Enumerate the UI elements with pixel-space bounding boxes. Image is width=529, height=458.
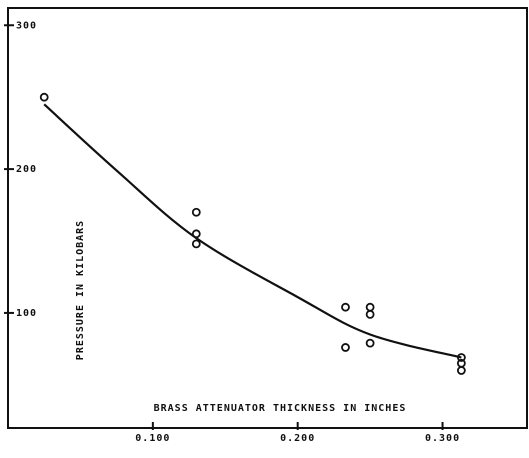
- data-point: [39, 92, 49, 102]
- y-tick-label: 300: [16, 20, 37, 31]
- fit-curve: [43, 103, 462, 359]
- x-tick-label: 0.100: [135, 433, 170, 444]
- x-tick-label: 0.200: [280, 433, 315, 444]
- y-axis-label: PRESSURE IN KILOBARS: [75, 220, 86, 360]
- data-point: [341, 302, 350, 312]
- x-tick-label: 0.300: [425, 433, 460, 444]
- y-tick-label: 200: [16, 164, 37, 175]
- data-point: [365, 309, 375, 319]
- data-point: [341, 343, 350, 352]
- data-point: [365, 338, 375, 348]
- plot-frame: [7, 7, 528, 429]
- y-tick-label: 100: [16, 308, 37, 319]
- data-point: [191, 239, 201, 249]
- data-point: [191, 207, 201, 217]
- data-point: [456, 366, 466, 375]
- data-point: [365, 302, 375, 312]
- x-axis-label: BRASS ATTENUATOR THICKNESS IN INCHES: [154, 403, 407, 414]
